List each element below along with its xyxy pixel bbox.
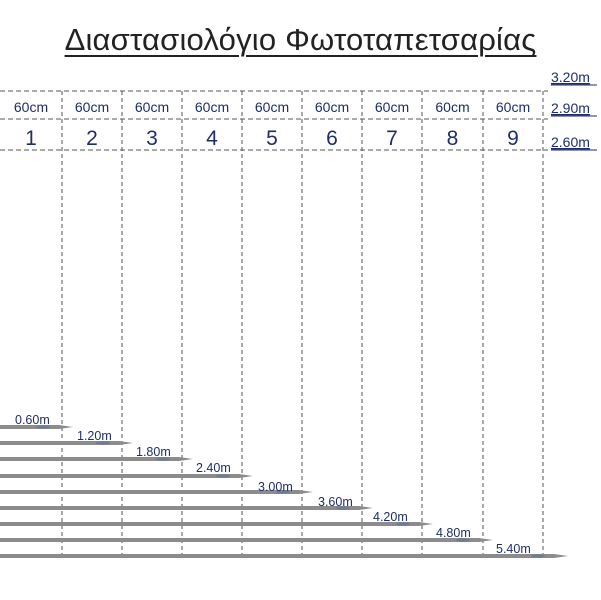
width-bar-marker	[396, 522, 410, 526]
width-label: 2.40m	[196, 461, 231, 475]
width-bar-marker	[36, 425, 50, 429]
width-bar-marker	[531, 554, 545, 558]
width-bar-marker	[96, 441, 110, 445]
width-bar	[0, 522, 433, 526]
panel-width-label: 60cm	[135, 99, 169, 115]
width-bar-marker	[456, 538, 470, 542]
panel-width-label: 60cm	[75, 99, 109, 115]
panel-width-label: 60cm	[435, 99, 469, 115]
panel-number: 6	[326, 127, 338, 150]
height-label: 2.60m	[551, 134, 590, 150]
width-bar-marker	[336, 506, 350, 510]
width-bar	[0, 441, 133, 445]
panel-number: 4	[206, 127, 218, 150]
width-label: 3.00m	[258, 480, 293, 494]
panel-width-label: 60cm	[255, 99, 289, 115]
width-bar-marker	[276, 490, 290, 494]
panel-number: 7	[386, 127, 398, 150]
width-bar-marker	[216, 474, 230, 478]
panel-number: 1	[25, 127, 37, 150]
panel-width-label: 60cm	[14, 99, 48, 115]
width-bar	[0, 538, 493, 542]
width-label: 4.20m	[373, 510, 408, 524]
width-bar	[0, 554, 568, 558]
width-bar	[0, 457, 193, 461]
panel-number: 2	[86, 127, 98, 150]
width-label: 3.60m	[318, 495, 353, 509]
panel-number: 5	[266, 127, 278, 150]
height-label: 2.90m	[551, 100, 590, 116]
width-label: 4.80m	[436, 526, 471, 540]
width-bar	[0, 490, 313, 494]
panel-width-label: 60cm	[315, 99, 349, 115]
width-label: 5.40m	[496, 542, 531, 556]
panel-width-label: 60cm	[496, 99, 530, 115]
panel-number: 9	[507, 127, 519, 150]
width-label: 1.20m	[77, 429, 112, 443]
panel-number: 8	[447, 127, 459, 150]
panel-width-label: 60cm	[195, 99, 229, 115]
width-bar-marker	[156, 457, 170, 461]
width-bar	[0, 506, 373, 510]
panel-width-label: 60cm	[375, 99, 409, 115]
width-label: 0.60m	[15, 413, 50, 427]
page-title: Διαστασιολόγιο Φωτοταπετσαρίας	[64, 22, 537, 57]
panel-number: 3	[146, 127, 158, 150]
height-label: 3.20m	[551, 69, 590, 85]
width-bar	[0, 474, 253, 478]
width-label: 1.80m	[136, 445, 171, 459]
